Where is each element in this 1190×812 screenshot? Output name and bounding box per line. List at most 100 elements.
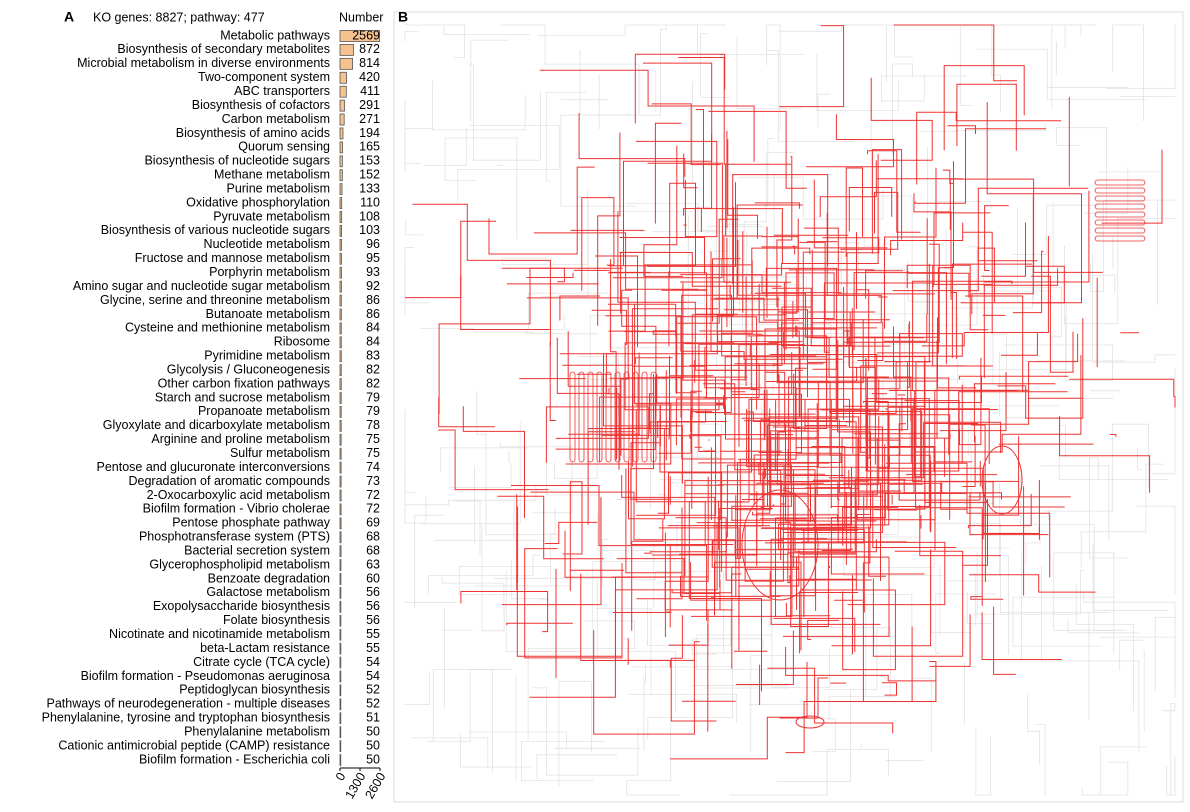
panel-label: A — [64, 9, 74, 25]
pathway-line — [691, 638, 764, 655]
pathway-line — [524, 548, 623, 659]
pathway-line — [633, 393, 673, 421]
pathway-line — [652, 330, 763, 335]
pathway-line — [866, 414, 951, 520]
pathway-line — [970, 596, 1004, 600]
pathway-line — [476, 390, 558, 536]
pathway-line — [569, 113, 630, 116]
bar — [339, 57, 353, 70]
pathway-line — [625, 468, 683, 574]
pathway-line — [405, 671, 431, 705]
bar — [339, 517, 342, 530]
value-label: 95 — [366, 251, 380, 265]
pathway-line — [689, 434, 794, 439]
value-label: 92 — [366, 279, 380, 293]
bar — [339, 85, 347, 98]
pathway-line — [695, 335, 732, 413]
bar — [339, 322, 342, 335]
pathway-line — [983, 190, 1090, 283]
bar — [339, 656, 342, 669]
category-label: Galactose metabolism — [206, 585, 330, 599]
pathway-line — [1075, 584, 1134, 711]
bar — [339, 740, 342, 752]
pathway-line — [683, 153, 698, 189]
bar — [339, 197, 343, 209]
pathway-line — [1056, 127, 1107, 224]
pathway-line — [593, 630, 700, 735]
bar — [339, 419, 342, 432]
pathway-line — [526, 272, 574, 278]
pathway-line — [871, 313, 959, 383]
value-label: 72 — [366, 488, 380, 502]
pathway-line — [831, 376, 869, 472]
pathway-line — [781, 212, 789, 250]
value-label: 78 — [366, 418, 380, 432]
bar — [339, 113, 345, 126]
pathway-line — [632, 666, 733, 740]
value-label: 68 — [366, 543, 380, 557]
pathway-line — [591, 309, 627, 345]
category-label: Pentose phosphate pathway — [172, 516, 331, 530]
value-label: 420 — [359, 70, 380, 84]
pathway-line — [785, 626, 913, 754]
pathway-line — [947, 125, 976, 134]
category-label: Peptidoglycan biosynthesis — [179, 683, 330, 697]
pathway-line — [928, 522, 1110, 613]
category-label: Cysteine and methionine metabolism — [125, 321, 330, 335]
pathway-line — [670, 615, 717, 722]
x-tick-label: 2600 — [362, 770, 388, 801]
pathway-line — [428, 554, 541, 595]
pathway-line — [845, 167, 863, 257]
category-label: Biosynthesis of cofactors — [192, 98, 330, 112]
pathway-line — [760, 462, 765, 508]
pathway-line — [804, 227, 935, 295]
pathway-line — [681, 294, 746, 402]
pathway-line — [1083, 593, 1176, 687]
value-label: 96 — [366, 237, 380, 251]
pathway-line — [787, 552, 855, 584]
value-label: 79 — [366, 390, 380, 404]
value-label: 83 — [366, 349, 380, 363]
pathway-line — [578, 113, 686, 177]
value-label: 52 — [366, 697, 380, 711]
pathway-loop — [1094, 211, 1146, 218]
pathway-line — [782, 556, 890, 637]
x-tick-label: 0 — [333, 770, 349, 783]
pathway-line — [567, 331, 621, 387]
pathway-line — [602, 539, 609, 587]
pathway-line — [756, 325, 797, 410]
value-label: 51 — [366, 711, 380, 725]
pathway-line — [892, 187, 1089, 292]
category-label: Glycerophospholipid metabolism — [149, 557, 330, 571]
value-label: 63 — [366, 557, 380, 571]
bar — [339, 531, 342, 544]
pathway-line — [411, 737, 489, 769]
pathway-line — [898, 423, 981, 501]
pathway-line — [779, 24, 886, 32]
bar — [339, 266, 342, 279]
pathway-line — [984, 205, 1009, 271]
pathway-line — [621, 289, 657, 417]
pathway-line — [807, 379, 880, 519]
pathway-line — [404, 466, 427, 524]
pathway-line — [443, 25, 530, 35]
pathway-line — [804, 718, 836, 752]
pathway-line — [631, 518, 664, 631]
pathway-line — [1064, 24, 1082, 49]
pathway-line — [971, 195, 1034, 315]
pathway-line — [675, 398, 728, 446]
pathway-line — [521, 741, 606, 781]
category-label: Citrate cycle (TCA cycle) — [193, 655, 330, 669]
pathway-line — [441, 576, 505, 616]
pathway-line — [981, 222, 1026, 277]
pathway-line — [738, 550, 800, 651]
pathway-line — [765, 50, 855, 142]
pathway-loop — [605, 371, 612, 463]
bar — [339, 726, 342, 739]
pathway-loop — [1094, 235, 1146, 242]
category-label: Bacterial secretion system — [184, 543, 330, 557]
value-label: 133 — [359, 181, 380, 195]
category-label: Biofilm formation - Pseudomonas aerugino… — [81, 669, 330, 683]
pathway-line — [438, 267, 623, 414]
pathway-line — [983, 268, 1059, 378]
